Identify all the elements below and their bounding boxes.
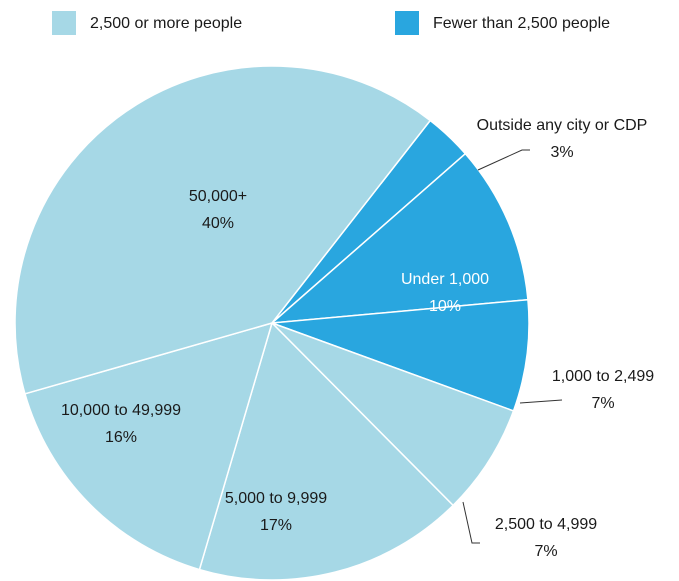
slice-value-50-000: 40%: [202, 215, 234, 232]
slice-5-000-to-9-999: [198, 321, 455, 581]
slice-label-10-000-to-49-999: 10,000 to 49,999: [61, 402, 181, 419]
legend: 2,500 or more people Fewer than 2,500 pe…: [52, 11, 610, 35]
leader-lines: [462, 149, 563, 544]
legend-swatch-2500-or-more: [52, 11, 76, 35]
slice-under-1-000: [269, 152, 529, 324]
slice-label-under-1-000: Under 1,000: [401, 271, 489, 288]
legend-swatch-fewer-than-2500: [395, 11, 419, 35]
slice-label-2-500-to-4-999: 2,500 to 4,999: [495, 516, 597, 533]
slice-label-outside-any-city-or-cdp: Outside any city or CDP: [477, 117, 648, 134]
pie-slices: [14, 65, 530, 581]
leader-line-outside-any-city-or-cdp: [477, 149, 530, 171]
slice-value-outside-any-city-or-cdp: 3%: [550, 144, 573, 161]
slice-value-2-500-to-4-999: 7%: [534, 543, 557, 560]
slice-value-5-000-to-9-999: 17%: [260, 517, 292, 534]
slice-10-000-to-49-999: [24, 321, 274, 571]
leader-line-2-500-to-4-999: [462, 501, 480, 544]
slice-labels: Outside any city or CDP 3% Under 1,000 10% 1…: [61, 117, 654, 560]
slice-2-500-to-4-999: [271, 322, 515, 507]
legend-label-fewer-than-2500: Fewer than 2,500 people: [433, 15, 610, 32]
slice-1-000-to-2-499: [271, 298, 530, 412]
slice-value-10-000-to-49-999: 16%: [105, 429, 137, 446]
leader-line-1-000-to-2-499: [519, 399, 563, 404]
slice-50-000: [14, 65, 432, 395]
slice-label-50-000: 50,000+: [189, 188, 247, 205]
slice-value-1-000-to-2-499: 7%: [591, 395, 614, 412]
slice-value-under-1-000: 10%: [429, 298, 461, 315]
legend-label-2500-or-more: 2,500 or more people: [90, 15, 242, 32]
slice-label-5-000-to-9-999: 5,000 to 9,999: [225, 490, 327, 507]
slice-label-1-000-to-2-499: 1,000 to 2,499: [552, 368, 654, 385]
